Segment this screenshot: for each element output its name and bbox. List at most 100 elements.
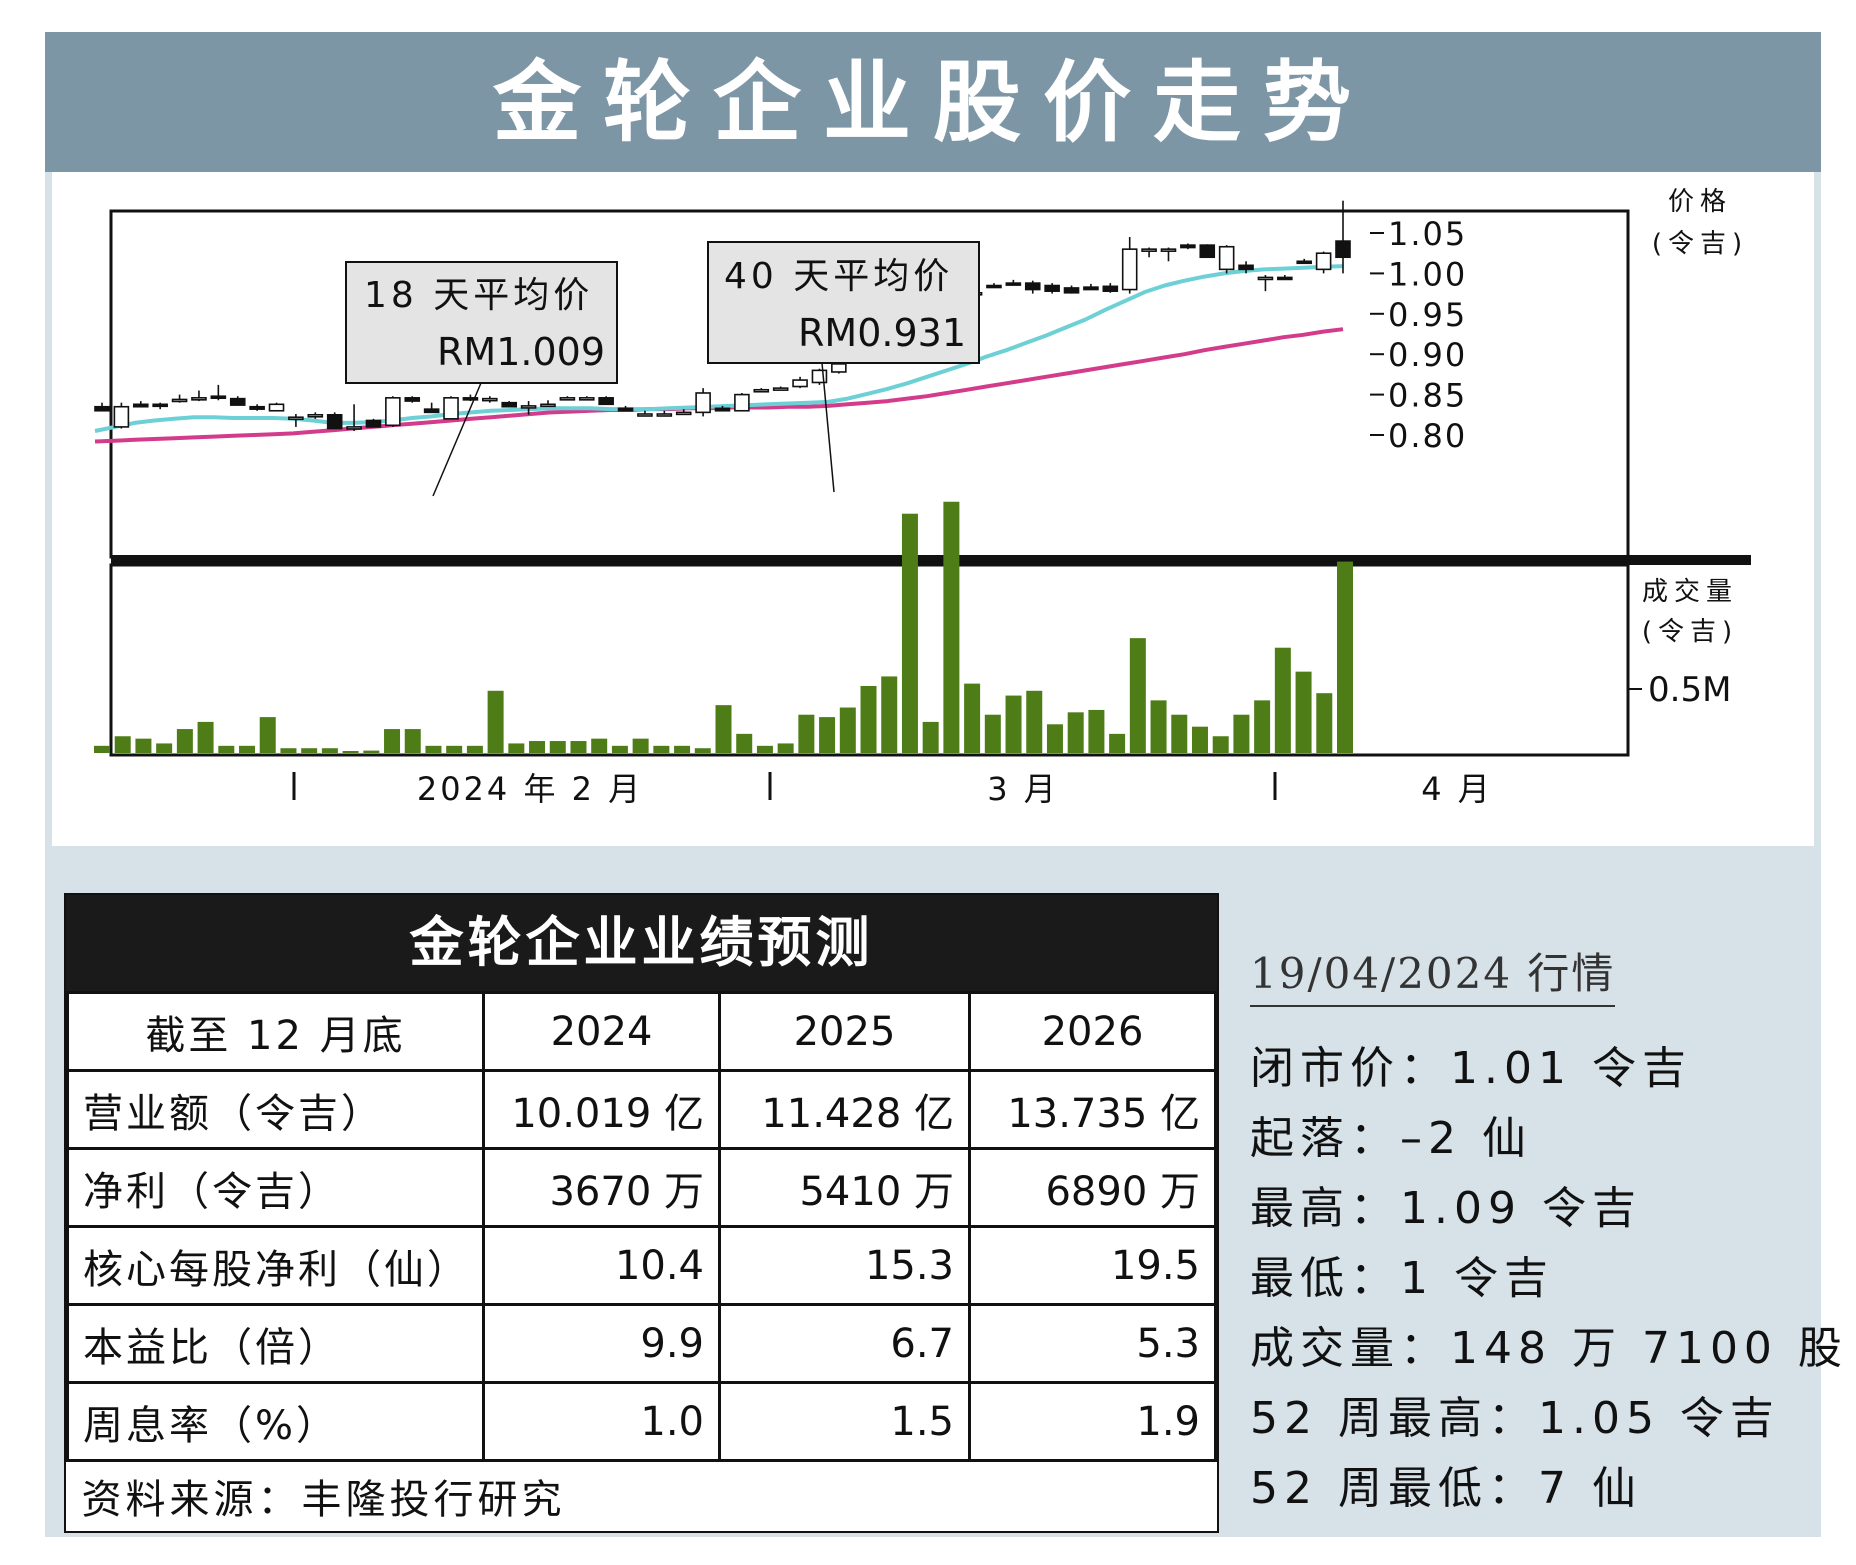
52w-low-line: 52 周最低：7 仙 bbox=[1250, 1463, 1642, 1514]
candle-body bbox=[734, 393, 750, 412]
cell-value: 11.428 亿 bbox=[718, 1069, 971, 1150]
candle-body bbox=[520, 405, 537, 409]
ma18-callout: 18 天平均价 RM1.009 bbox=[345, 261, 618, 384]
ma40-callout-value: RM0.931 bbox=[798, 311, 966, 355]
candle-body bbox=[831, 363, 847, 373]
ma40-leader-line bbox=[821, 362, 835, 493]
volume-bar bbox=[1337, 561, 1353, 753]
candle bbox=[191, 390, 207, 402]
cell-value: 10.4 bbox=[482, 1225, 721, 1306]
candle bbox=[210, 384, 227, 401]
candle-body bbox=[171, 398, 188, 403]
candle-body bbox=[753, 388, 770, 393]
ma18-callout-value: RM1.009 bbox=[437, 330, 605, 374]
cell-value: 13.735 亿 bbox=[968, 1069, 1217, 1150]
volume-bar bbox=[425, 745, 442, 753]
candle bbox=[520, 401, 537, 415]
volume-bar bbox=[1316, 693, 1333, 753]
candle bbox=[346, 404, 362, 431]
volume-bars-layer bbox=[94, 501, 1353, 753]
candle-body bbox=[229, 397, 246, 406]
cell-value: 6.7 bbox=[718, 1303, 971, 1384]
candle bbox=[1102, 283, 1119, 293]
volume-bar bbox=[342, 751, 359, 753]
volume-bar bbox=[1295, 671, 1312, 753]
cell-value: 1.5 bbox=[718, 1381, 971, 1462]
candle bbox=[1083, 283, 1099, 291]
candle-body bbox=[365, 419, 382, 428]
price-tick-label: 0.95 bbox=[1388, 296, 1467, 334]
ma18-callout-box bbox=[345, 261, 618, 384]
candle bbox=[501, 401, 518, 408]
candle bbox=[94, 402, 110, 412]
candle bbox=[229, 396, 246, 406]
candle-body bbox=[578, 397, 595, 401]
candle-body bbox=[1063, 287, 1080, 294]
candle bbox=[734, 392, 750, 412]
candle-body bbox=[1315, 252, 1332, 271]
candle bbox=[772, 386, 789, 391]
candle bbox=[675, 409, 692, 416]
volume-bar bbox=[1150, 700, 1167, 753]
candle-body bbox=[1141, 248, 1157, 252]
candle bbox=[326, 412, 343, 430]
candle-body bbox=[1121, 248, 1138, 291]
volume-bar bbox=[197, 721, 214, 753]
candle bbox=[404, 396, 421, 403]
volume-bar bbox=[384, 729, 401, 753]
volume-bar bbox=[922, 721, 939, 753]
volume-bar bbox=[1191, 726, 1208, 753]
month-label-apr: 4 月 bbox=[1421, 770, 1493, 808]
candle-body bbox=[1296, 260, 1313, 265]
candle-body bbox=[152, 403, 168, 408]
cell-value: 19.5 bbox=[968, 1225, 1217, 1306]
volume-bar bbox=[819, 717, 836, 753]
candle bbox=[385, 396, 401, 427]
header-cell-2024: 2024 bbox=[482, 991, 721, 1072]
volume-bar bbox=[1088, 709, 1105, 753]
candle-body bbox=[617, 407, 634, 412]
candle bbox=[617, 405, 634, 412]
candle bbox=[714, 405, 731, 412]
candle bbox=[482, 396, 498, 403]
volume-bar bbox=[466, 745, 483, 753]
title-band bbox=[45, 32, 1821, 172]
candle-body bbox=[443, 397, 459, 420]
volume-bar bbox=[508, 743, 525, 753]
table-row: 核心每股净利（仙） 10.4 15.3 19.5 bbox=[66, 1225, 1217, 1306]
candle bbox=[152, 402, 168, 410]
candle bbox=[1199, 244, 1216, 259]
candle-body bbox=[288, 416, 304, 421]
cell-value: 1.0 bbox=[482, 1381, 721, 1462]
candle bbox=[1180, 243, 1196, 250]
volume-bar bbox=[611, 745, 628, 753]
ma18-leader-line bbox=[432, 382, 482, 497]
candle bbox=[443, 396, 459, 420]
candle bbox=[1141, 247, 1157, 258]
volume-bar bbox=[1274, 647, 1291, 753]
volume-bar bbox=[1171, 714, 1188, 753]
candle-body bbox=[326, 413, 343, 430]
candle-body bbox=[1005, 282, 1022, 286]
table-row: 营业额（令吉） 10.019 亿 11.428 亿 13.735 亿 bbox=[66, 1069, 1217, 1150]
volume-bar bbox=[487, 690, 504, 753]
volume-bar bbox=[301, 748, 318, 753]
volume-bar bbox=[280, 748, 297, 753]
candle-body bbox=[346, 426, 362, 430]
volume-bar bbox=[694, 748, 711, 753]
candle-body bbox=[113, 405, 130, 428]
candle bbox=[1257, 275, 1274, 292]
volume-axis-title-line2: (令吉) bbox=[1642, 617, 1738, 647]
cell-value: 3670 万 bbox=[482, 1147, 721, 1228]
volume-bar bbox=[156, 743, 173, 753]
candle bbox=[307, 412, 324, 419]
candle bbox=[1160, 247, 1177, 262]
cell-value: 6890 万 bbox=[968, 1147, 1217, 1228]
candle-body bbox=[598, 397, 614, 406]
cell-value: 15.3 bbox=[718, 1225, 971, 1306]
table-row: 周息率（%） 1.0 1.5 1.9 bbox=[66, 1381, 1217, 1462]
candle bbox=[132, 401, 149, 408]
row-label: 核心每股净利（仙） bbox=[66, 1225, 485, 1306]
volume-bar bbox=[1046, 724, 1063, 753]
candle-body bbox=[1238, 264, 1254, 271]
